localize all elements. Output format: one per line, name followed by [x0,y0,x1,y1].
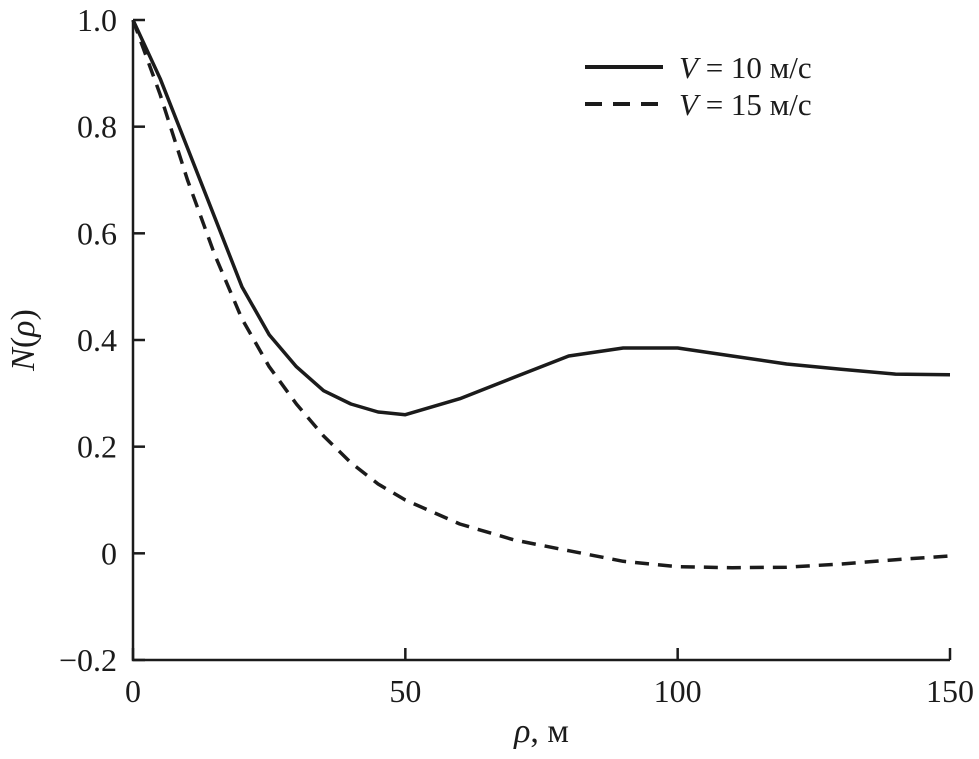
x-axis-title: ρ, м [513,713,569,750]
x-tick-label: 100 [654,673,702,709]
y-tick-label: 0.2 [77,429,117,465]
y-tick-label: 0 [101,535,117,571]
legend-label: V = 15 м/с [679,87,812,122]
x-tick-label: 0 [125,673,141,709]
y-tick-label: 0.8 [77,109,117,145]
y-axis-title: N(ρ) [5,309,42,372]
x-tick-label: 50 [389,673,421,709]
x-tick-label: 150 [926,673,974,709]
series-line-v15 [131,19,951,570]
series-line-v10 [131,19,951,417]
legend: V = 10 м/сV = 15 м/с [585,50,812,122]
y-tick-label: 1.0 [77,2,117,38]
y-tick-label: 0.6 [77,215,117,251]
legend-label: V = 10 м/с [679,50,812,85]
y-tick-label: −0.2 [59,642,117,678]
y-tick-label: 0.4 [77,322,117,358]
